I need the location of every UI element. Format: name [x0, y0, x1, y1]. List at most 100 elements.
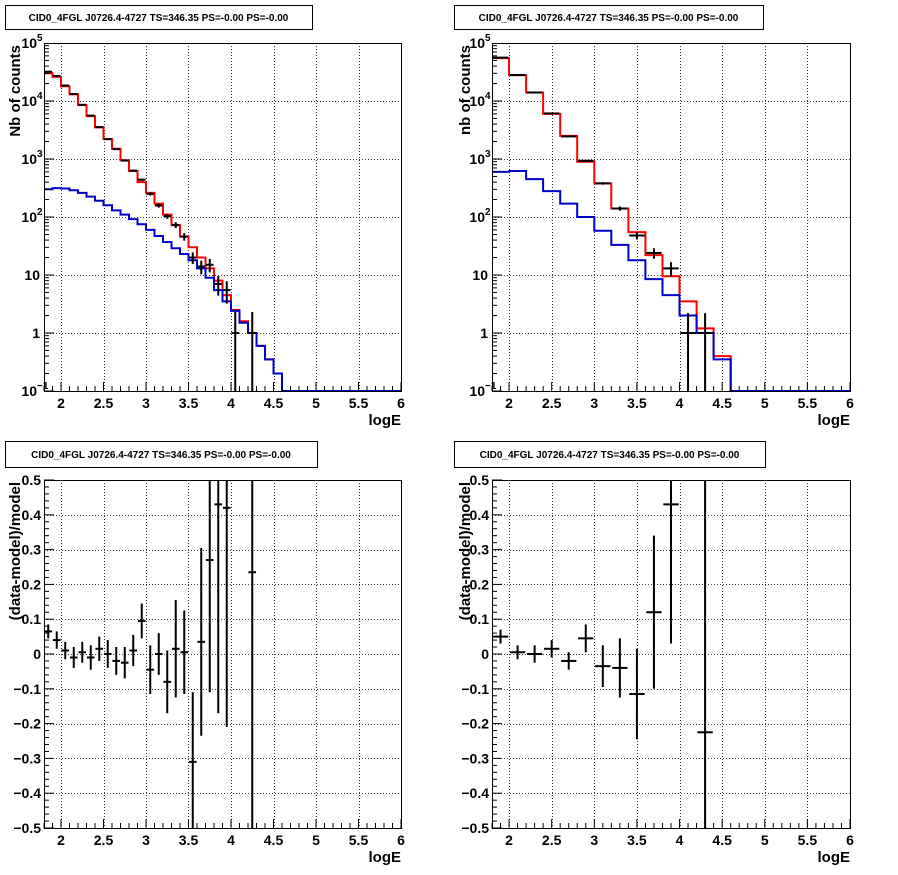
x-tick-label: 5.5: [349, 832, 369, 848]
y-tick-label: 10: [469, 151, 485, 167]
y-tick-label: −0.3: [461, 750, 489, 766]
y-tick-label: 10: [21, 209, 37, 225]
x-tick-label: 2.5: [542, 832, 562, 848]
x-tick-label: 5: [761, 395, 769, 411]
chart-title: CID0_4FGL J0726.4-4727 TS=346.35 PS=-0.0…: [479, 13, 739, 24]
x-tick-label: 2: [505, 832, 513, 848]
y-tick-label: 10: [21, 93, 37, 109]
data-points: [44, 70, 257, 391]
chart-title: CID0_4FGL J0726.4-4727 TS=346.35 PS=-0.0…: [480, 450, 740, 461]
y-tick-label: 10: [472, 267, 488, 283]
data-point: [69, 647, 78, 668]
title-box: [454, 441, 766, 468]
y-tick-label: 0.1: [470, 611, 490, 627]
data-point: [129, 634, 138, 667]
data-point: [543, 112, 560, 115]
data-point: [78, 641, 87, 663]
x-tick-label: 4: [227, 832, 235, 848]
data-point: [95, 636, 104, 661]
x-tick-label: 6: [846, 395, 854, 411]
x-axis-label: logE: [818, 412, 851, 429]
data-point: [612, 206, 628, 211]
x-tick-label: 5: [312, 395, 320, 411]
chart-title: CID0_4FGL J0726.4-4727 TS=346.35 PS=-0.0…: [29, 13, 289, 24]
data-point: [197, 547, 206, 736]
grid: [44, 43, 401, 391]
y-tick-label: −0.5: [13, 820, 41, 836]
y-tick-exponent: −1: [485, 381, 497, 392]
y-tick-label: −0.3: [13, 750, 41, 766]
y-tick-label: 0.2: [470, 576, 490, 592]
y-tick-exponent: 5: [485, 33, 491, 44]
data-point: [163, 650, 172, 714]
data-points: [492, 480, 713, 828]
y-tick-label: 0.3: [22, 542, 42, 558]
x-tick-label: 4: [676, 832, 684, 848]
data-point: [629, 232, 645, 240]
x-tick-label: 4.5: [264, 395, 284, 411]
tick-marks: [43, 45, 402, 392]
data-point: [146, 192, 155, 196]
panel-counts-left: CID0_4FGL J0726.4-4727 TS=346.35 PS=-0.0…: [5, 5, 405, 429]
x-tick-label: 4.5: [712, 395, 732, 411]
data-point: [78, 103, 87, 106]
data-point: [612, 638, 628, 698]
x-tick-labels: 2 2.5 3 3.5 4 4.5 5 5.5 6: [57, 395, 405, 411]
data-point: [663, 262, 679, 277]
data-points: [492, 56, 713, 391]
data-point: [137, 178, 146, 181]
data-point: [629, 648, 645, 740]
y-tick-label: −0.4: [13, 785, 41, 801]
data-point: [120, 647, 129, 679]
data-point: [86, 645, 95, 670]
x-tick-label: 3: [142, 395, 150, 411]
panel-residuals-left: CID0_4FGL J0726.4-4727 TS=346.35 PS=-0.0…: [5, 441, 405, 866]
x-tick-label: 2: [57, 832, 65, 848]
x-axis-label: logE: [369, 412, 402, 429]
y-tick-label: 0.3: [470, 542, 490, 558]
x-tick-label: 4.5: [264, 832, 284, 848]
panel-residuals-right: CID0_4FGL J0726.4-4727 TS=346.35 PS=-0.0…: [454, 441, 854, 866]
title-box: [454, 5, 764, 30]
data-point: [163, 213, 172, 219]
y-tick-labels: −0.5 −0.4 −0.3 −0.2 −0.1 0 0.1 0.2 0.3 0.4 0.5: [13, 472, 41, 836]
y-tick-labels: −0.5 −0.4 −0.3 −0.2 −0.1 0 0.1 0.2 0.3 0.4 0.5: [461, 472, 489, 836]
y-tick-label: 0.1: [22, 611, 42, 627]
x-tick-label: 3.5: [627, 832, 647, 848]
x-tick-label: 3.5: [179, 832, 199, 848]
data-point: [154, 203, 163, 208]
x-tick-labels: 2 2.5 3 3.5 4 4.5 5 5.5 6: [505, 832, 854, 848]
y-tick-exponent: 2: [37, 207, 43, 218]
data-point: [222, 281, 231, 304]
data-point: [52, 631, 61, 649]
y-tick-label: −0.1: [13, 681, 41, 697]
data-point: [180, 610, 189, 695]
data-point: [646, 535, 662, 689]
data-point: [112, 647, 121, 675]
data-points: [44, 480, 257, 828]
tick-marks: [491, 45, 851, 392]
x-tick-label: 2.5: [94, 395, 114, 411]
y-tick-label: 0: [33, 646, 41, 662]
grid: [44, 480, 401, 828]
x-tick-label: 2: [57, 395, 65, 411]
chart-title: CID0_4FGL J0726.4-4727 TS=346.35 PS=-0.0…: [31, 450, 291, 461]
data-point: [680, 313, 696, 391]
x-tick-label: 4: [676, 395, 684, 411]
data-point: [595, 645, 611, 688]
y-tick-label: 0.2: [22, 576, 42, 592]
y-axis-label: nb of counts: [457, 45, 474, 135]
x-tick-label: 3.5: [627, 395, 647, 411]
data-point: [492, 629, 509, 644]
data-point: [578, 624, 594, 653]
data-point: [214, 480, 223, 714]
y-tick-label: −0.2: [13, 716, 41, 732]
data-point: [103, 640, 112, 668]
y-tick-exponent: −1: [37, 381, 49, 392]
data-point: [248, 480, 257, 828]
data-point: [61, 641, 70, 660]
panel-counts-right: CID0_4FGL J0726.4-4727 TS=346.35 PS=-0.0…: [454, 5, 854, 429]
